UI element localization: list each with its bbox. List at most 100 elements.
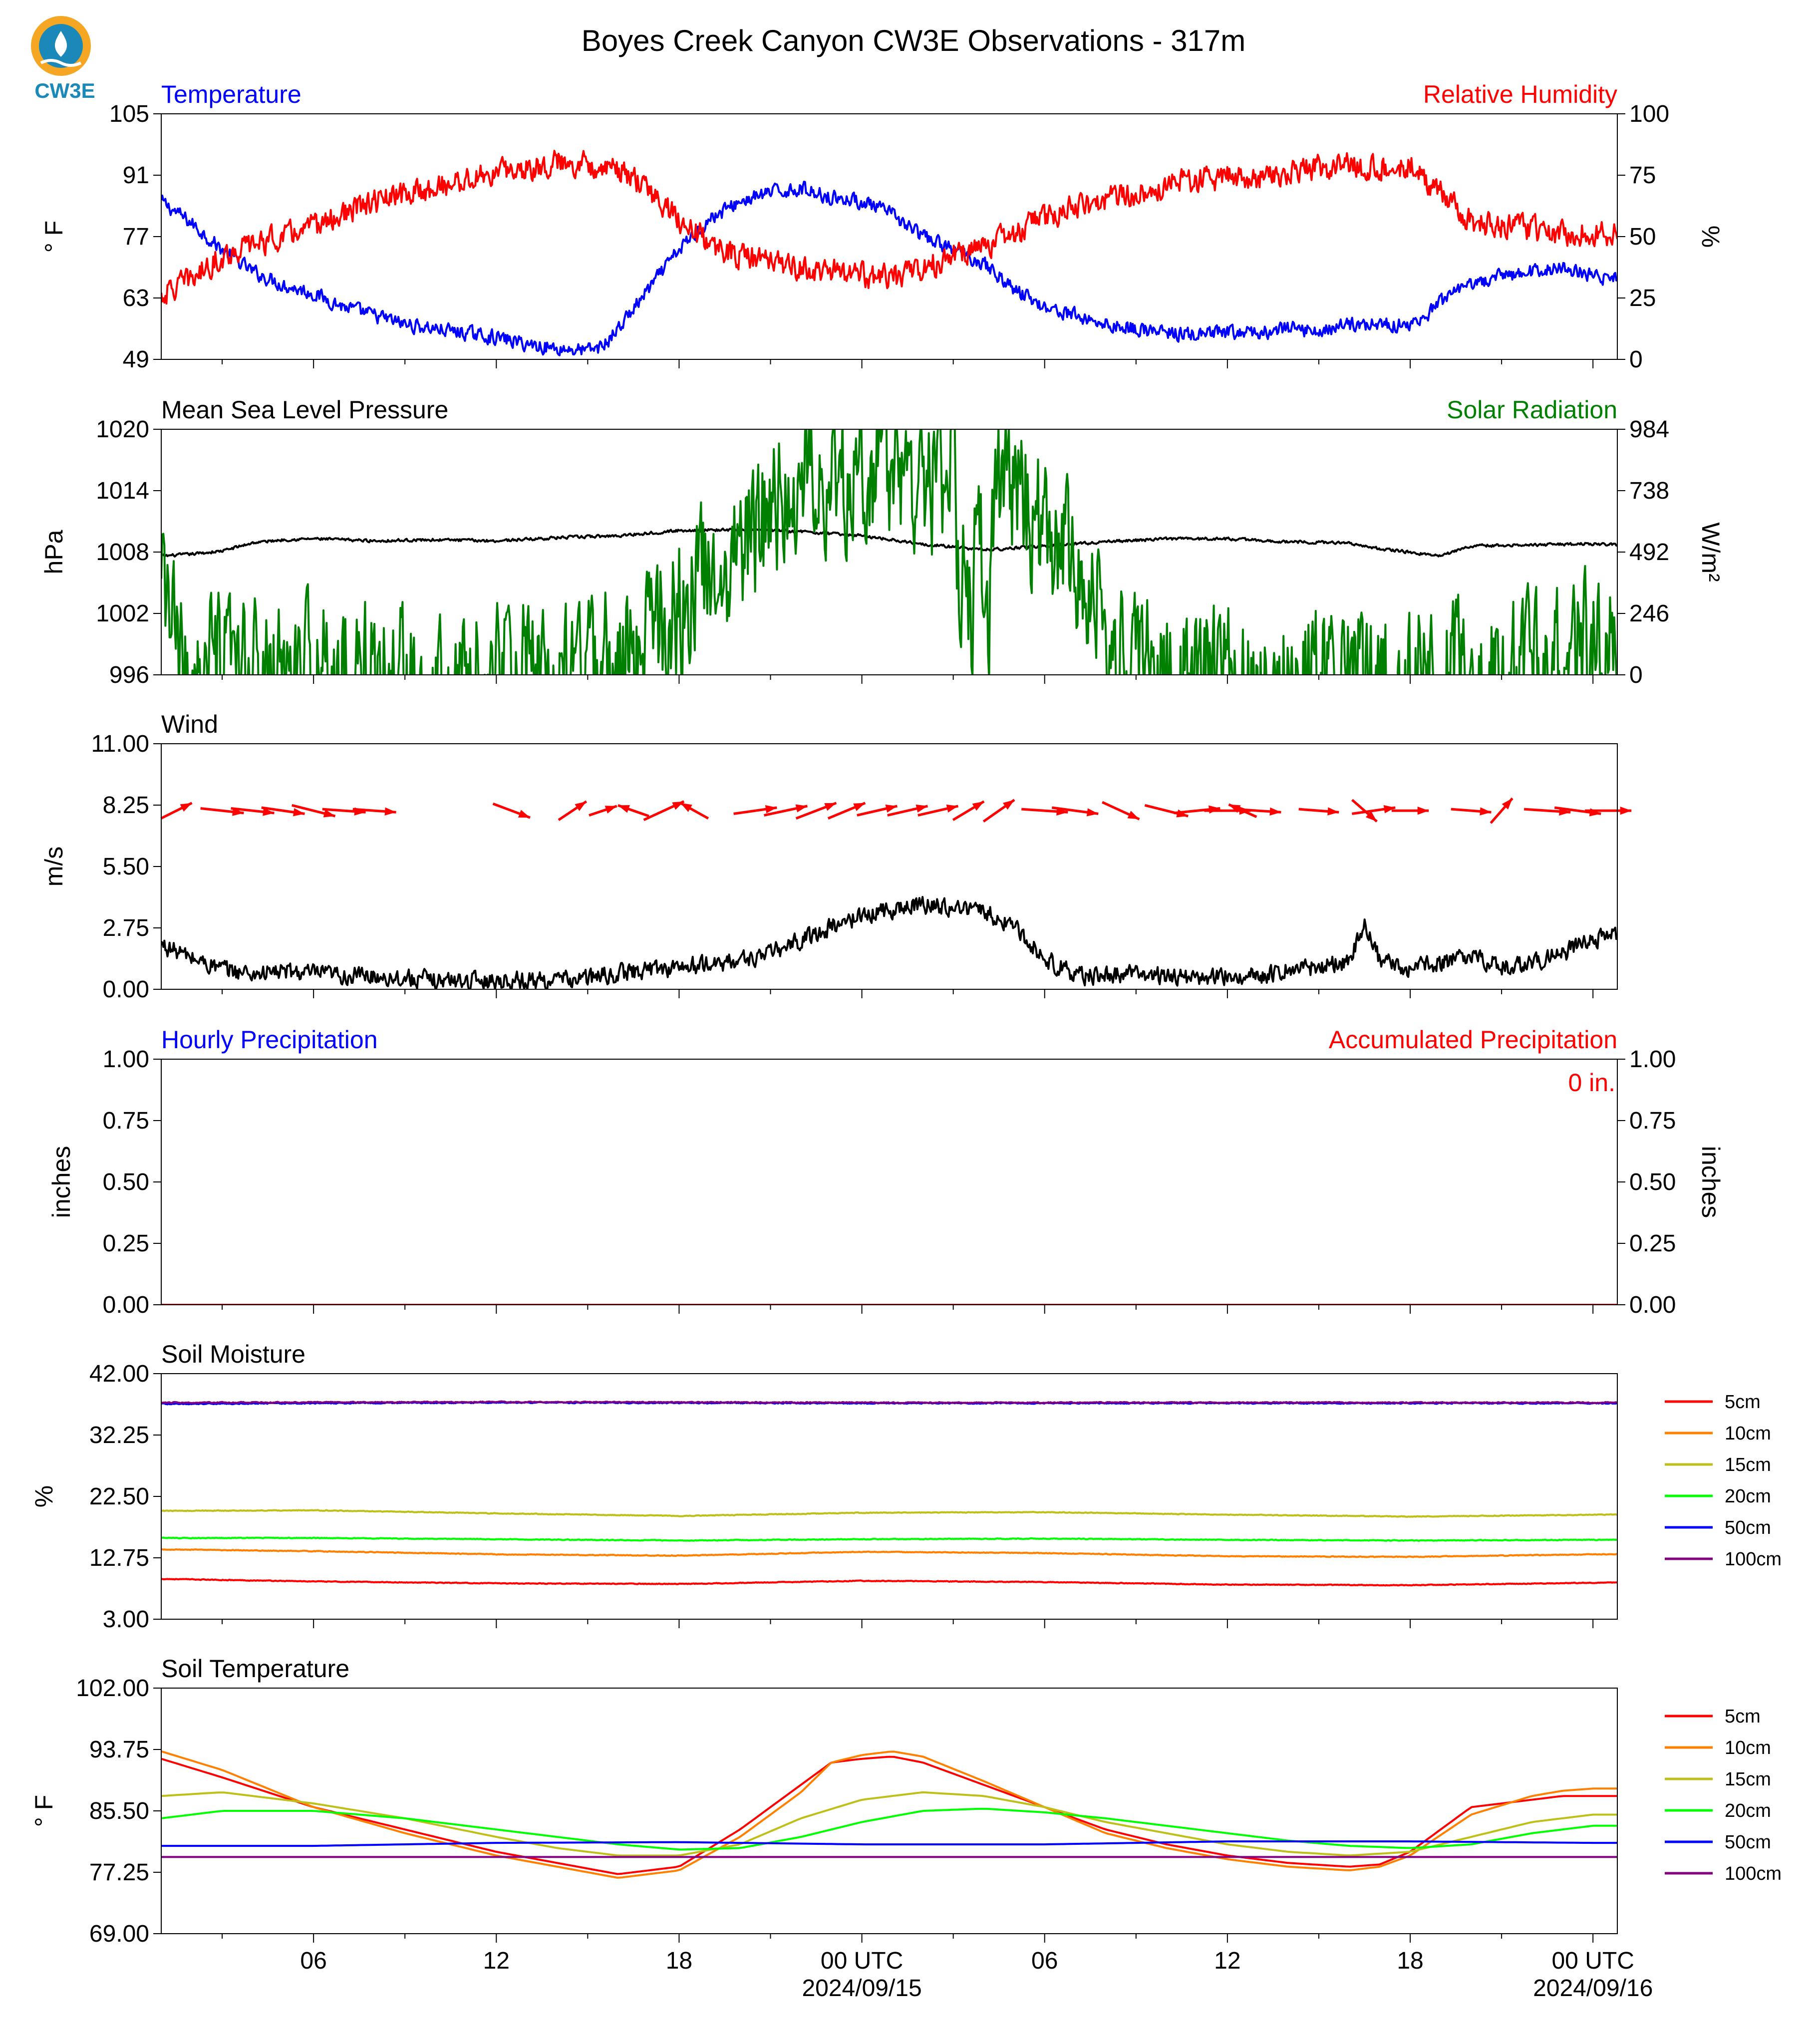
chart-title: Boyes Creek Canyon CW3E Observations - 3… <box>582 24 1246 57</box>
wind-arrow-head <box>1127 811 1140 820</box>
legend-item: 20cm <box>1665 1486 1771 1507</box>
cw3e-logo: CW3E <box>31 16 95 102</box>
series-line <box>161 1536 1617 1542</box>
y-tick-label: 77.25 <box>89 1859 149 1886</box>
y2-tick-label: 100 <box>1629 101 1669 127</box>
logo-text: CW3E <box>34 79 95 102</box>
wind-arrow <box>231 807 275 816</box>
legend-label: 50cm <box>1725 1832 1771 1853</box>
wind-arrow <box>827 802 866 820</box>
series-line <box>161 1509 1617 1518</box>
y2-tick-label: 0 <box>1629 346 1643 373</box>
panel-pressure-solar: Mean Sea Level Pressure Solar Radiation 99… <box>40 396 1725 688</box>
wind-arrow <box>1352 805 1396 815</box>
y2-axis-label: inches <box>1697 1146 1725 1218</box>
series-line <box>161 1750 1617 1879</box>
series-group <box>161 896 1617 989</box>
wind-arrow-head <box>263 808 275 816</box>
wind-arrow-head <box>384 807 396 816</box>
y2-tick-label: 75 <box>1629 162 1656 189</box>
series-group <box>161 1400 1617 1587</box>
y-axis-label: ° F <box>40 221 68 253</box>
wind-arrow <box>261 806 305 817</box>
panel-right-title: Relative Humidity <box>1423 80 1617 108</box>
wind-arrow-head <box>853 803 866 811</box>
x-date-label: 2024/09/16 <box>1533 1975 1653 2002</box>
x-tick-label: 06 <box>1031 1948 1058 1974</box>
panel-precip: Hourly Precipitation Accumulated Precipit… <box>47 1026 1725 1318</box>
x-tick-label: 00 UTC <box>1551 1948 1634 1974</box>
wind-arrow <box>679 802 709 820</box>
wind-arrow <box>558 800 588 821</box>
wind-arrow <box>292 804 336 818</box>
y-tick-label: 63 <box>123 285 149 311</box>
y2-tick-label: 246 <box>1629 600 1669 627</box>
x-tick-label: 06 <box>300 1948 326 1974</box>
y-tick-label: 93.75 <box>89 1737 149 1763</box>
legend-item: 20cm <box>1665 1800 1771 1821</box>
wind-arrow-head <box>575 801 587 811</box>
series-line <box>161 150 1617 305</box>
wind-arrow <box>887 804 928 817</box>
legend-item: 100cm <box>1665 1549 1782 1570</box>
wind-arrow <box>1391 806 1429 815</box>
wind-arrow-head <box>972 801 984 811</box>
series-line <box>161 1400 1617 1405</box>
legend-item: 100cm <box>1665 1863 1782 1884</box>
y-tick-label: 105 <box>109 101 149 127</box>
wind-arrow-head <box>518 810 530 818</box>
panel-left-title: Wind <box>161 710 218 738</box>
panel-wind: Wind 0.00 2.75 5.50 8.25 11.00 m/s <box>40 710 1632 1003</box>
legend-label: 10cm <box>1725 1423 1771 1444</box>
legend-item: 15cm <box>1665 1769 1771 1790</box>
panel-left-title: Hourly Precipitation <box>161 1026 378 1054</box>
wind-arrow-head <box>617 805 630 813</box>
series-line <box>161 181 1617 356</box>
wind-arrow <box>1490 797 1514 824</box>
y-axis-label: hPa <box>40 530 68 574</box>
panel-frame <box>161 113 1618 360</box>
y-tick-label: 1020 <box>96 416 149 443</box>
panel-frame <box>161 1373 1618 1620</box>
wind-arrow-head <box>323 809 335 818</box>
wind-arrow-head <box>795 804 808 813</box>
y-tick-label: 1002 <box>96 600 149 627</box>
wind-arrow-head <box>1480 807 1492 816</box>
series-line <box>161 1840 1617 1847</box>
series-group <box>161 1750 1617 1879</box>
y-axis-label: m/s <box>40 847 68 887</box>
wind-arrow-head <box>915 804 928 813</box>
y-tick-label: 22.50 <box>89 1483 149 1510</box>
wind-arrow-head <box>1620 806 1632 815</box>
legend-label: 100cm <box>1725 1549 1782 1570</box>
y-tick-label: 11.00 <box>91 731 149 757</box>
wind-arrow <box>795 802 837 820</box>
y-tick-label: 102.00 <box>76 1675 149 1702</box>
y2-tick-label: 0.50 <box>1629 1169 1676 1195</box>
droplet-icon <box>54 31 67 57</box>
y-tick-label: 996 <box>109 662 149 688</box>
accumulated-total-label: 0 in. <box>1568 1069 1615 1097</box>
legend-item: 5cm <box>1665 1392 1761 1413</box>
legend-label: 50cm <box>1725 1517 1771 1538</box>
y-axis-label: % <box>30 1485 58 1507</box>
legend: 5cm 10cm 15cm 20cm 50cm 100cm <box>1665 1706 1782 1884</box>
wind-arrow-head <box>180 803 192 812</box>
y-tick-label: 0.00 <box>103 1292 149 1318</box>
y-tick-label: 0.25 <box>103 1230 149 1257</box>
y-tick-label: 5.50 <box>103 854 149 880</box>
wind-arrow-head <box>1502 798 1513 810</box>
x-tick-label: 00 UTC <box>821 1948 903 1974</box>
wind-arrow-head <box>1086 808 1099 817</box>
series-line <box>161 429 1617 675</box>
legend-label: 20cm <box>1725 1486 1771 1507</box>
x-tick-label: 12 <box>1214 1948 1240 1974</box>
legend-item: 10cm <box>1665 1738 1771 1758</box>
panel-left-title: Soil Moisture <box>161 1340 305 1368</box>
y-tick-label: 77 <box>123 224 149 250</box>
panel-left-title: Temperature <box>161 80 302 108</box>
series-group <box>161 429 1617 675</box>
y2-tick-label: 1.00 <box>1629 1046 1676 1073</box>
wind-arrow-head <box>1003 800 1015 810</box>
